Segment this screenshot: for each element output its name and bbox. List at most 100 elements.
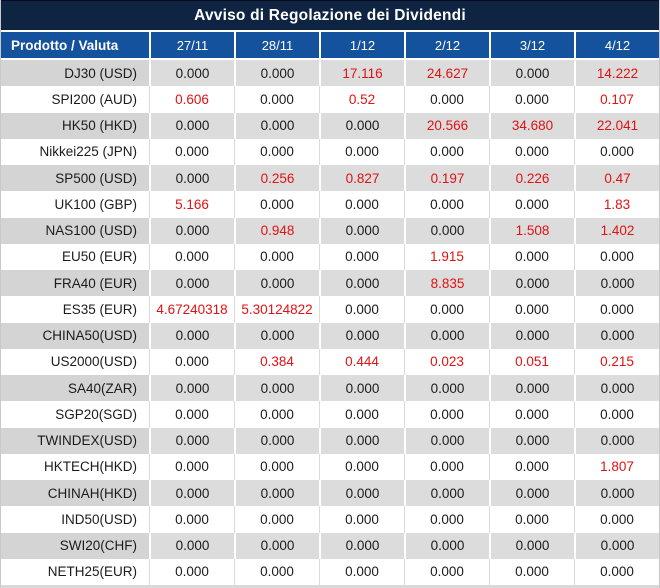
value-cell: 0.000: [234, 270, 319, 297]
value-cell: 0.000: [489, 401, 574, 428]
value-cell: 14.222: [574, 60, 659, 87]
value-cell: 0.000: [319, 270, 404, 297]
column-header-date: 2/12: [404, 32, 489, 58]
value-cell: 1.83: [574, 191, 659, 218]
value-cell: 1.508: [489, 217, 574, 244]
value-cell: 0.000: [149, 348, 234, 375]
product-cell: SP500 (USD): [1, 165, 149, 192]
value-cell: 0.000: [234, 112, 319, 139]
table-bottom-edge: [1, 585, 659, 588]
value-cell: 34.680: [489, 112, 574, 139]
value-cell: 0.47: [574, 165, 659, 192]
value-cell: 0.000: [574, 296, 659, 323]
value-cell: 0.000: [404, 138, 489, 165]
value-cell: 8.835: [404, 270, 489, 297]
value-cell: 0.000: [404, 532, 489, 559]
value-cell: 0.000: [149, 322, 234, 349]
column-header-date: 4/12: [574, 32, 659, 58]
table-row: SPI200 (AUD) 0.606 0.000 0.52 0.000 0.000 0.1…: [1, 86, 659, 113]
column-header-date: 27/11: [149, 32, 234, 58]
product-cell: SGP20(SGD): [1, 401, 149, 428]
value-cell: 0.000: [149, 112, 234, 139]
value-cell: 0.827: [319, 165, 404, 192]
value-cell: 4.67240318: [149, 296, 234, 323]
value-cell: 0.000: [574, 401, 659, 428]
product-cell: CHINAH(HKD): [1, 480, 149, 507]
value-cell: 0.000: [404, 375, 489, 402]
value-cell: 20.566: [404, 112, 489, 139]
value-cell: 0.000: [319, 375, 404, 402]
value-cell: 5.166: [149, 191, 234, 218]
value-cell: 0.000: [489, 480, 574, 507]
value-cell: 0.000: [489, 558, 574, 585]
value-cell: 1.807: [574, 453, 659, 480]
column-header-date: 28/11: [234, 32, 319, 58]
value-cell: 0.000: [319, 322, 404, 349]
value-cell: 0.000: [234, 401, 319, 428]
product-cell: FRA40 (EUR): [1, 270, 149, 297]
value-cell: 0.000: [319, 401, 404, 428]
value-cell: 0.000: [319, 480, 404, 507]
table-row: NETH25(EUR) 0.000 0.000 0.000 0.000 0.000 0.0…: [1, 558, 659, 585]
table-row: TWINDEX(USD) 0.000 0.000 0.000 0.000 0.000 0.…: [1, 427, 659, 454]
product-cell: HKTECH(HKD): [1, 453, 149, 480]
value-cell: 0.000: [149, 60, 234, 87]
value-cell: 0.52: [319, 86, 404, 113]
column-header-date: 3/12: [489, 32, 574, 58]
value-cell: 0.000: [234, 558, 319, 585]
value-cell: 0.000: [319, 112, 404, 139]
product-cell: US2000(USD): [1, 348, 149, 375]
product-cell: ES35 (EUR): [1, 296, 149, 323]
value-cell: 1.915: [404, 243, 489, 270]
value-cell: 0.197: [404, 165, 489, 192]
value-cell: 0.226: [489, 165, 574, 192]
column-header-date: 1/12: [319, 32, 404, 58]
value-cell: 0.000: [149, 138, 234, 165]
value-cell: 0.000: [489, 427, 574, 454]
value-cell: 5.30124822: [234, 296, 319, 323]
value-cell: 0.000: [574, 558, 659, 585]
value-cell: 0.000: [404, 401, 489, 428]
value-cell: 0.000: [149, 532, 234, 559]
value-cell: 0.000: [149, 243, 234, 270]
value-cell: 0.000: [489, 453, 574, 480]
table-row: SA40(ZAR) 0.000 0.000 0.000 0.000 0.000 0.000: [1, 375, 659, 402]
value-cell: 0.444: [319, 348, 404, 375]
value-cell: 0.051: [489, 348, 574, 375]
table-row: IND50(USD) 0.000 0.000 0.000 0.000 0.000 0.00…: [1, 506, 659, 533]
table-row: EU50 (EUR) 0.000 0.000 0.000 1.915 0.000 0.00…: [1, 243, 659, 270]
value-cell: 0.000: [404, 191, 489, 218]
value-cell: 0.000: [574, 427, 659, 454]
table-row: UK100 (GBP) 5.166 0.000 0.000 0.000 0.000 1.8…: [1, 191, 659, 218]
value-cell: 0.000: [489, 506, 574, 533]
value-cell: 0.000: [574, 480, 659, 507]
value-cell: 0.000: [489, 270, 574, 297]
value-cell: 0.000: [489, 532, 574, 559]
value-cell: 0.000: [234, 453, 319, 480]
table-header-row: Prodotto / Valuta 27/11 28/11 1/12 2/12 3/12…: [1, 32, 659, 60]
value-cell: 0.000: [149, 217, 234, 244]
value-cell: 0.000: [489, 375, 574, 402]
value-cell: 0.384: [234, 348, 319, 375]
table-row: SWI20(CHF) 0.000 0.000 0.000 0.000 0.000 0.00…: [1, 532, 659, 559]
table-row: CHINA50(USD) 0.000 0.000 0.000 0.000 0.000 0.…: [1, 322, 659, 349]
value-cell: 24.627: [404, 60, 489, 87]
value-cell: 0.000: [489, 138, 574, 165]
value-cell: 0.000: [404, 480, 489, 507]
product-cell: HK50 (HKD): [1, 112, 149, 139]
value-cell: 0.000: [489, 86, 574, 113]
value-cell: 0.000: [319, 217, 404, 244]
value-cell: 0.023: [404, 348, 489, 375]
value-cell: 0.000: [234, 506, 319, 533]
value-cell: 0.948: [234, 217, 319, 244]
product-cell: SPI200 (AUD): [1, 86, 149, 113]
value-cell: 0.000: [234, 138, 319, 165]
value-cell: 0.000: [404, 506, 489, 533]
value-cell: 0.000: [574, 322, 659, 349]
value-cell: 1.402: [574, 217, 659, 244]
value-cell: 0.000: [234, 322, 319, 349]
value-cell: 0.000: [404, 86, 489, 113]
value-cell: 0.000: [319, 138, 404, 165]
value-cell: 0.000: [319, 296, 404, 323]
value-cell: 0.000: [149, 375, 234, 402]
